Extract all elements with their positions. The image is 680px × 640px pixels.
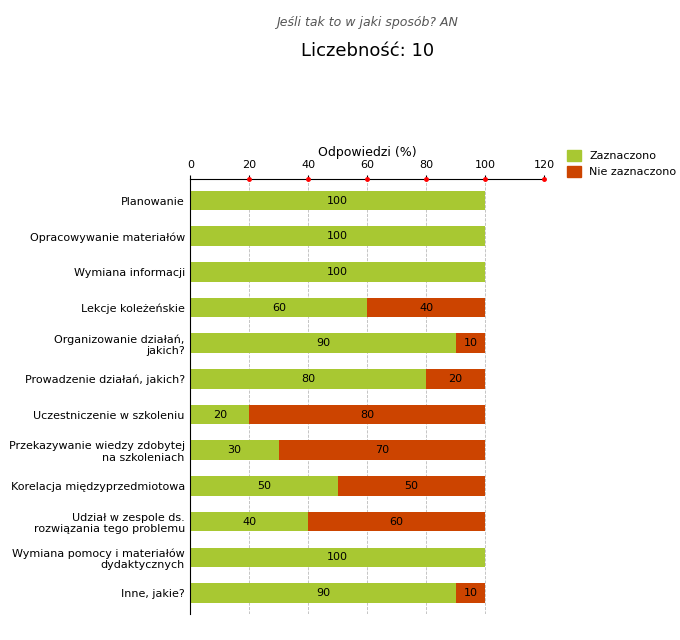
X-axis label: Odpowiedzi (%): Odpowiedzi (%) [318,146,417,159]
Text: 50: 50 [405,481,418,491]
Text: 50: 50 [257,481,271,491]
Text: 90: 90 [316,339,330,348]
Bar [456,333,485,353]
Text: Liczebność: 10: Liczebność: 10 [301,42,434,60]
Text: Jeśli tak to w jaki sposób? AN: Jeśli tak to w jaki sposób? AN [276,16,458,29]
Text: 40: 40 [419,303,433,312]
Text: 10: 10 [463,339,477,348]
Text: 100: 100 [327,267,348,277]
Bar [190,333,456,353]
Legend: Zaznaczono, Nie zaznaczono: Zaznaczono, Nie zaznaczono [567,150,677,177]
Bar [190,262,485,282]
Bar [250,405,485,424]
Bar [190,512,308,531]
Bar [190,191,485,211]
Bar [190,405,250,424]
Text: 100: 100 [327,196,348,205]
Bar [456,583,485,603]
Bar [190,440,279,460]
Text: 80: 80 [360,410,374,420]
Text: 30: 30 [228,445,241,455]
Text: 90: 90 [316,588,330,598]
Text: 100: 100 [327,552,348,563]
Text: 60: 60 [272,303,286,312]
Text: 80: 80 [301,374,316,384]
Bar [190,583,456,603]
Text: 60: 60 [390,516,404,527]
Bar [367,298,485,317]
Text: 20: 20 [449,374,462,384]
Text: 70: 70 [375,445,389,455]
Bar [190,227,485,246]
Bar [190,369,426,388]
Text: 20: 20 [213,410,227,420]
Bar [426,369,485,388]
Bar [190,547,485,567]
Bar [338,476,485,496]
Bar [190,476,338,496]
Text: 100: 100 [327,231,348,241]
Text: 10: 10 [463,588,477,598]
Bar [279,440,485,460]
Bar [190,298,367,317]
Text: 40: 40 [242,516,256,527]
Bar [308,512,485,531]
